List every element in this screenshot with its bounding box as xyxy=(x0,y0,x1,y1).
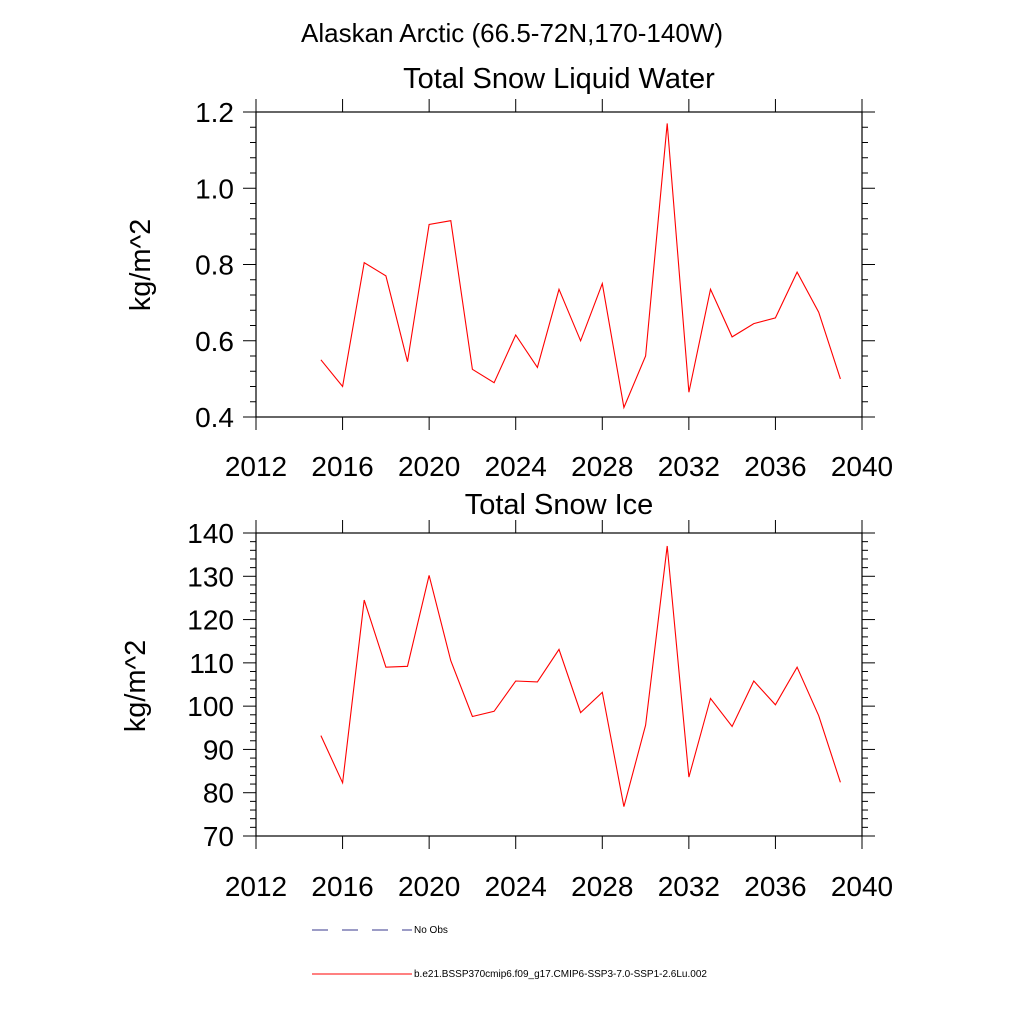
x-tick-label: 2016 xyxy=(311,451,373,482)
x-tick-label: 2024 xyxy=(485,871,547,902)
x-tick-label: 2040 xyxy=(831,451,893,482)
x-tick-label: 2036 xyxy=(744,451,806,482)
x-tick-label: 2020 xyxy=(398,871,460,902)
x-tick-label: 2016 xyxy=(311,871,373,902)
y-axis-label: kg/m^2 xyxy=(120,640,152,733)
x-tick-label: 2032 xyxy=(658,871,720,902)
x-tick-label: 2028 xyxy=(571,451,633,482)
x-tick-label: 2040 xyxy=(831,871,893,902)
y-tick-label: 100 xyxy=(187,691,234,722)
y-tick-label: 0.6 xyxy=(195,326,234,357)
x-tick-label: 2020 xyxy=(398,451,460,482)
x-tick-label: 2012 xyxy=(225,871,287,902)
panel-total-snow-liquid-water: Total Snow Liquid Water kg/m^2 2012 2016 2… xyxy=(125,63,893,482)
y-tick-label: 90 xyxy=(203,734,234,765)
region-title: Alaskan Arctic (66.5-72N,170-140W) xyxy=(301,18,723,48)
plot-frame xyxy=(255,111,863,418)
x-tick-label: 2036 xyxy=(744,871,806,902)
x-tick-label: 2032 xyxy=(658,451,720,482)
panel-total-snow-ice: Total Snow Ice kg/m^2 2012 2016 2020 2024 20… xyxy=(120,489,893,902)
panel-title: Total Snow Ice xyxy=(465,489,654,521)
y-tick-label: 110 xyxy=(189,648,234,679)
y-axis-label: kg/m^2 xyxy=(125,219,157,312)
y-tick-label: 70 xyxy=(203,821,234,852)
x-tick-label: 2028 xyxy=(571,871,633,902)
plot-frame xyxy=(255,532,863,837)
y-tick-label: 130 xyxy=(187,561,234,592)
y-tick-label: 80 xyxy=(203,778,234,809)
y-tick-label: 0.4 xyxy=(195,402,234,433)
y-tick-label: 0.8 xyxy=(195,250,234,281)
legend-label-no-obs: No Obs xyxy=(414,925,448,936)
x-tick-label: 2024 xyxy=(485,451,547,482)
legend-label-model-run: b.e21.BSSP370cmip6.f09_g17.CMIP6-SSP3-7.… xyxy=(414,969,707,980)
y-tick-label: 1.2 xyxy=(195,97,234,128)
series-line xyxy=(320,545,841,807)
y-tick-label: 140 xyxy=(187,518,234,549)
y-tick-label: 1.0 xyxy=(195,173,234,204)
panel-title: Total Snow Liquid Water xyxy=(403,63,715,95)
legend: No Obs b.e21.BSSP370cmip6.f09_g17.CMIP6-… xyxy=(312,925,707,980)
series-line xyxy=(320,123,841,410)
x-tick-label: 2012 xyxy=(225,451,287,482)
y-tick-label: 120 xyxy=(187,605,234,636)
